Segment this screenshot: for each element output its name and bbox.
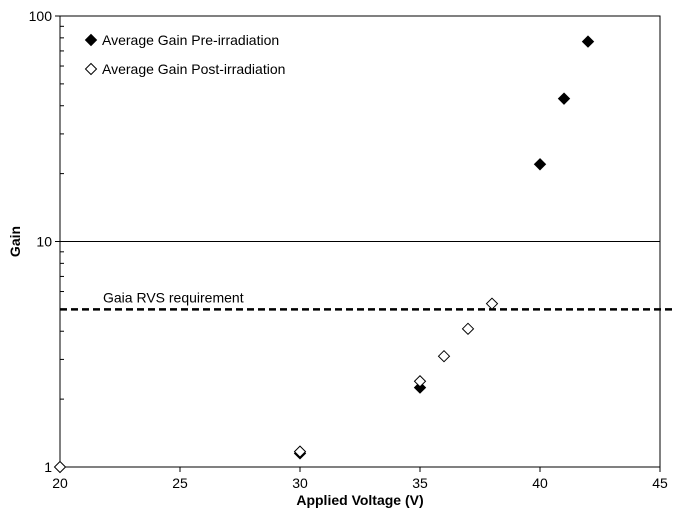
pre-irradiation-point <box>413 381 427 394</box>
x-tick-label: 25 <box>172 475 188 491</box>
legend-label-pre: Average Gain Pre-irradiation <box>102 32 279 48</box>
x-axis-title: Applied Voltage (V) <box>296 492 423 508</box>
post-irradiation-point <box>293 445 307 458</box>
pre-irradiation-point <box>533 158 547 171</box>
x-tick-label: 30 <box>292 475 308 491</box>
x-tick-label: 45 <box>652 475 668 491</box>
x-tick-label: 20 <box>52 475 68 491</box>
y-tick-label: 1 <box>44 459 52 475</box>
x-tick-label: 40 <box>532 475 548 491</box>
y-axis-title: Gain <box>7 226 23 257</box>
legend-marker-post <box>84 62 98 76</box>
pre-irradiation-point <box>581 35 595 48</box>
x-tick-label: 35 <box>412 475 428 491</box>
post-irradiation-point <box>53 460 67 474</box>
post-irradiation-point <box>461 322 475 336</box>
pre-irradiation-point <box>557 92 571 105</box>
plot-area: 20 25 30 35 40 45 1 10 100 Applied Voltage (V) Gai… <box>7 8 676 508</box>
post-irradiation-point <box>413 375 427 388</box>
legend-marker-pre <box>84 33 98 47</box>
y-tick-label: 100 <box>29 8 53 24</box>
y-tick-label: 10 <box>36 234 52 250</box>
legend-label-post: Average Gain Post-irradiation <box>102 61 285 77</box>
post-irradiation-point <box>437 349 451 363</box>
post-irradiation-point <box>485 297 499 310</box>
requirement-label: Gaia RVS requirement <box>103 289 244 305</box>
